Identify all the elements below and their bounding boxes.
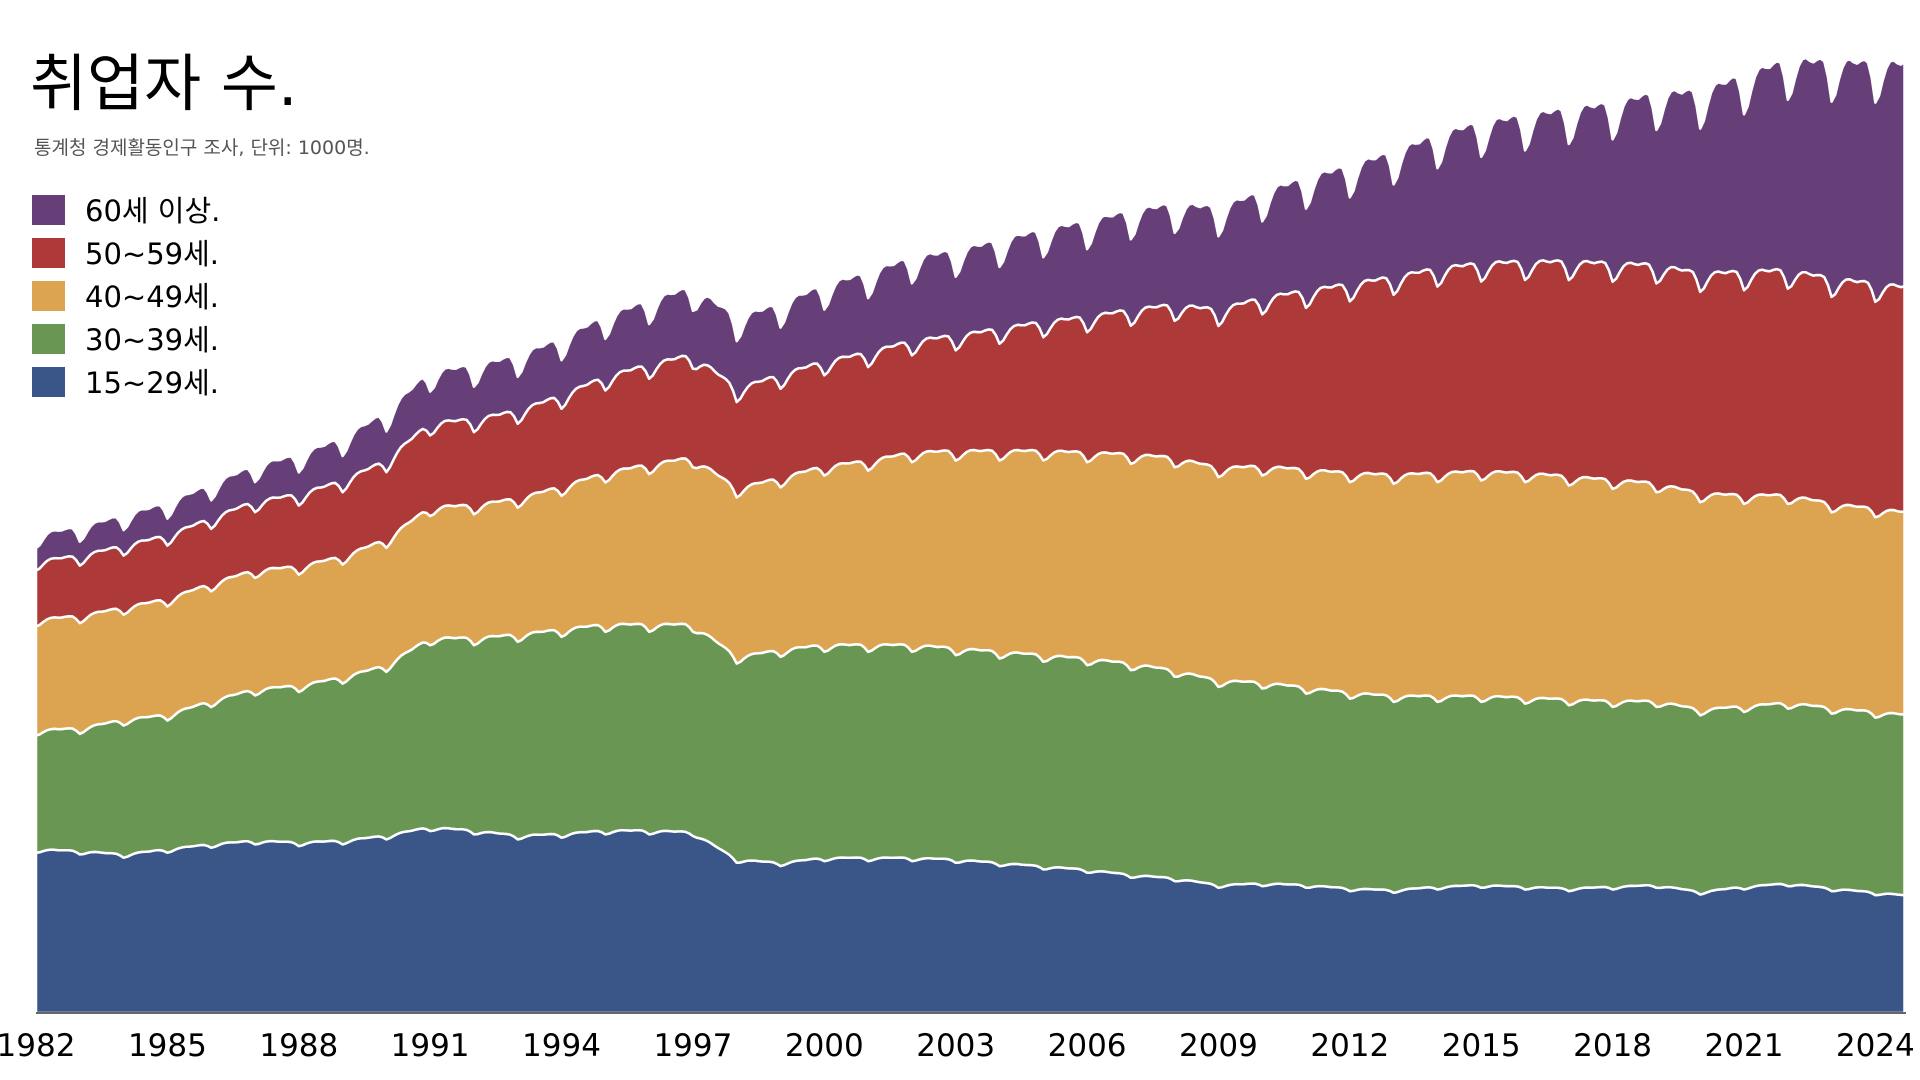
legend-label: 15~29세. xyxy=(85,366,219,400)
x-tick-label: 1994 xyxy=(522,1028,601,1064)
x-tick-label: 2018 xyxy=(1573,1028,1652,1064)
x-tick-label: 2003 xyxy=(916,1028,995,1064)
series-areas xyxy=(34,56,1906,1015)
x-tick-label: 2009 xyxy=(1179,1028,1258,1064)
x-tick-label: 2000 xyxy=(785,1028,864,1064)
area-series-5 xyxy=(34,56,1906,572)
x-tick-label: 1997 xyxy=(653,1028,732,1064)
legend: 60세 이상. 50~59세. 40~49세. 30~39세. 15~29세. xyxy=(32,194,220,400)
legend-label: 30~39세. xyxy=(85,323,219,357)
legend-swatch xyxy=(32,195,65,225)
chart-subtitle: 통계청 경제활동인구 조사, 단위: 1000명. xyxy=(34,137,370,159)
legend-swatch xyxy=(32,238,65,268)
x-tick-label: 1985 xyxy=(128,1028,207,1064)
x-axis-ticks: 1982 1985 1988 1991 1994 1997 2000 2003 2006 2009… xyxy=(0,1028,1915,1064)
x-tick-label: 2006 xyxy=(1048,1028,1127,1064)
x-tick-label: 1988 xyxy=(259,1028,338,1064)
x-tick-label: 2021 xyxy=(1705,1028,1784,1064)
legend-label: 50~59세. xyxy=(85,237,219,271)
x-tick-label: 2024 xyxy=(1836,1028,1915,1064)
chart-title: 취업자 수. xyxy=(30,47,298,120)
x-tick-label: 2015 xyxy=(1442,1028,1521,1064)
legend-label: 40~49세. xyxy=(85,280,219,314)
x-tick-label: 2012 xyxy=(1310,1028,1389,1064)
legend-swatch xyxy=(32,367,65,397)
x-tick-label: 1991 xyxy=(391,1028,470,1064)
legend-swatch xyxy=(32,324,65,354)
x-tick-label: 1982 xyxy=(0,1028,75,1064)
legend-label: 60세 이상. xyxy=(85,194,220,228)
legend-swatch xyxy=(32,281,65,311)
